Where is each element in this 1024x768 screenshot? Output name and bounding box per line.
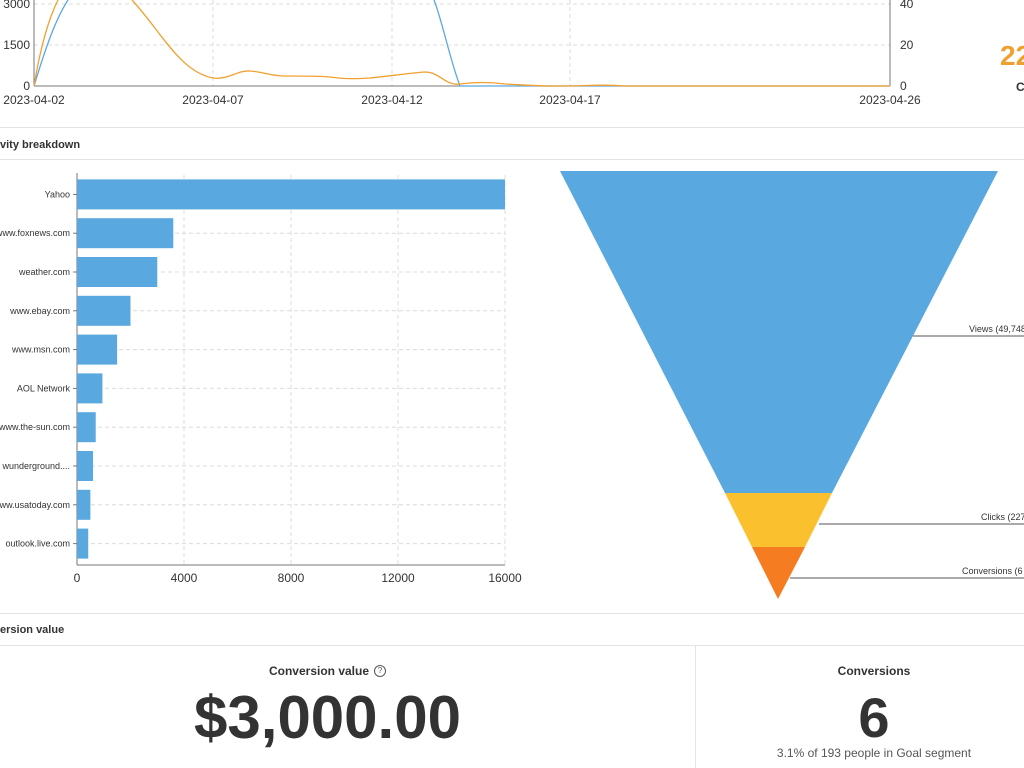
conversions-subtext: 3.1% of 193 people in Goal segment [776,746,972,760]
bar-category-label: wunderground.... [1,461,70,471]
bar-7 [77,451,94,481]
divider [0,127,1024,128]
y-right-tick: 40 [900,0,914,11]
bar-x-tick-label: 0 [74,571,81,585]
bar-6 [77,412,96,443]
bar-x-tick-label: 12000 [381,571,415,585]
conversion-value-card-title: Conversion value? [0,664,655,678]
activity-bar-chart: 0 4000 8000 12000 16000 Yahoo www.foxnews.com w… [0,173,522,585]
bar-category-label: www.foxnews.com [0,228,70,238]
conversions-card-title: Conversions [837,664,911,678]
bar-category-label: www.msn.com [11,345,70,355]
funnel-label-conversions: Conversions (6 [962,566,1023,576]
x-tick: 2023-04-07 [182,93,244,107]
bar-category-label: AOL Network [17,383,71,393]
bar-2 [77,257,158,287]
series-line-orange [33,0,890,87]
y-left-tick: 1500 [3,38,30,52]
bar-category-label: Yahoo [45,189,70,199]
bar-9 [77,528,89,559]
funnel-label-views: Views (49,748 [969,324,1024,334]
section-title-conversion: ersion value [0,624,65,636]
x-tick: 2023-04-26 [859,93,921,107]
conversions-value: 6 [858,686,890,749]
funnel-label-clicks: Clicks (227 [981,512,1024,522]
conversion-value-label: Conversion value [268,664,370,678]
y-left-tick: 0 [23,79,30,93]
divider [0,645,1024,646]
conversion-value: $3,000.00 [194,684,461,751]
bar-8 [77,489,91,520]
card-divider [695,645,696,768]
funnel-chart: Views (49,748 Clicks (227 Conversions (6 [560,171,1024,599]
timeseries-gridlines [34,0,890,86]
bar-x-tick-label: 4000 [171,571,198,585]
kpi-value-partial: 22 [1000,40,1024,71]
series-line-blue [33,0,890,87]
timeseries-chart: 3000 1500 0 40 20 0 2023-04-02 2023-04-0… [3,0,921,107]
bar-category-label: outlook.live.com [5,539,70,549]
bar-0 [77,179,505,210]
kpi-label-partial: C [1016,80,1024,94]
bar-category-label: www.ebay.com [9,306,70,316]
bar-category-label: www.the-sun.com [0,422,70,432]
funnel-segment-clicks [725,493,832,547]
bar-5 [77,373,103,404]
y-left-tick: 3000 [3,0,30,11]
funnel-segment-views [560,171,998,493]
divider [0,613,1024,614]
bar-x-tick-label: 8000 [278,571,305,585]
x-tick: 2023-04-17 [539,93,601,107]
divider [0,159,1024,160]
x-tick: 2023-04-02 [3,93,65,107]
section-title-activity: vity breakdown [0,139,81,151]
y-right-tick: 0 [900,79,907,93]
x-tick: 2023-04-12 [361,93,423,107]
bar-4 [77,334,118,365]
bar-1 [77,218,174,249]
bar-3 [77,295,131,326]
bar-category-label: ww.usatoday.com [0,500,70,510]
help-icon[interactable]: ? [374,664,387,677]
bar-x-tick-label: 16000 [488,571,522,585]
funnel-segment-conversions [752,547,805,599]
y-right-tick: 20 [900,38,914,52]
bar-category-label: weather.com [18,267,70,277]
